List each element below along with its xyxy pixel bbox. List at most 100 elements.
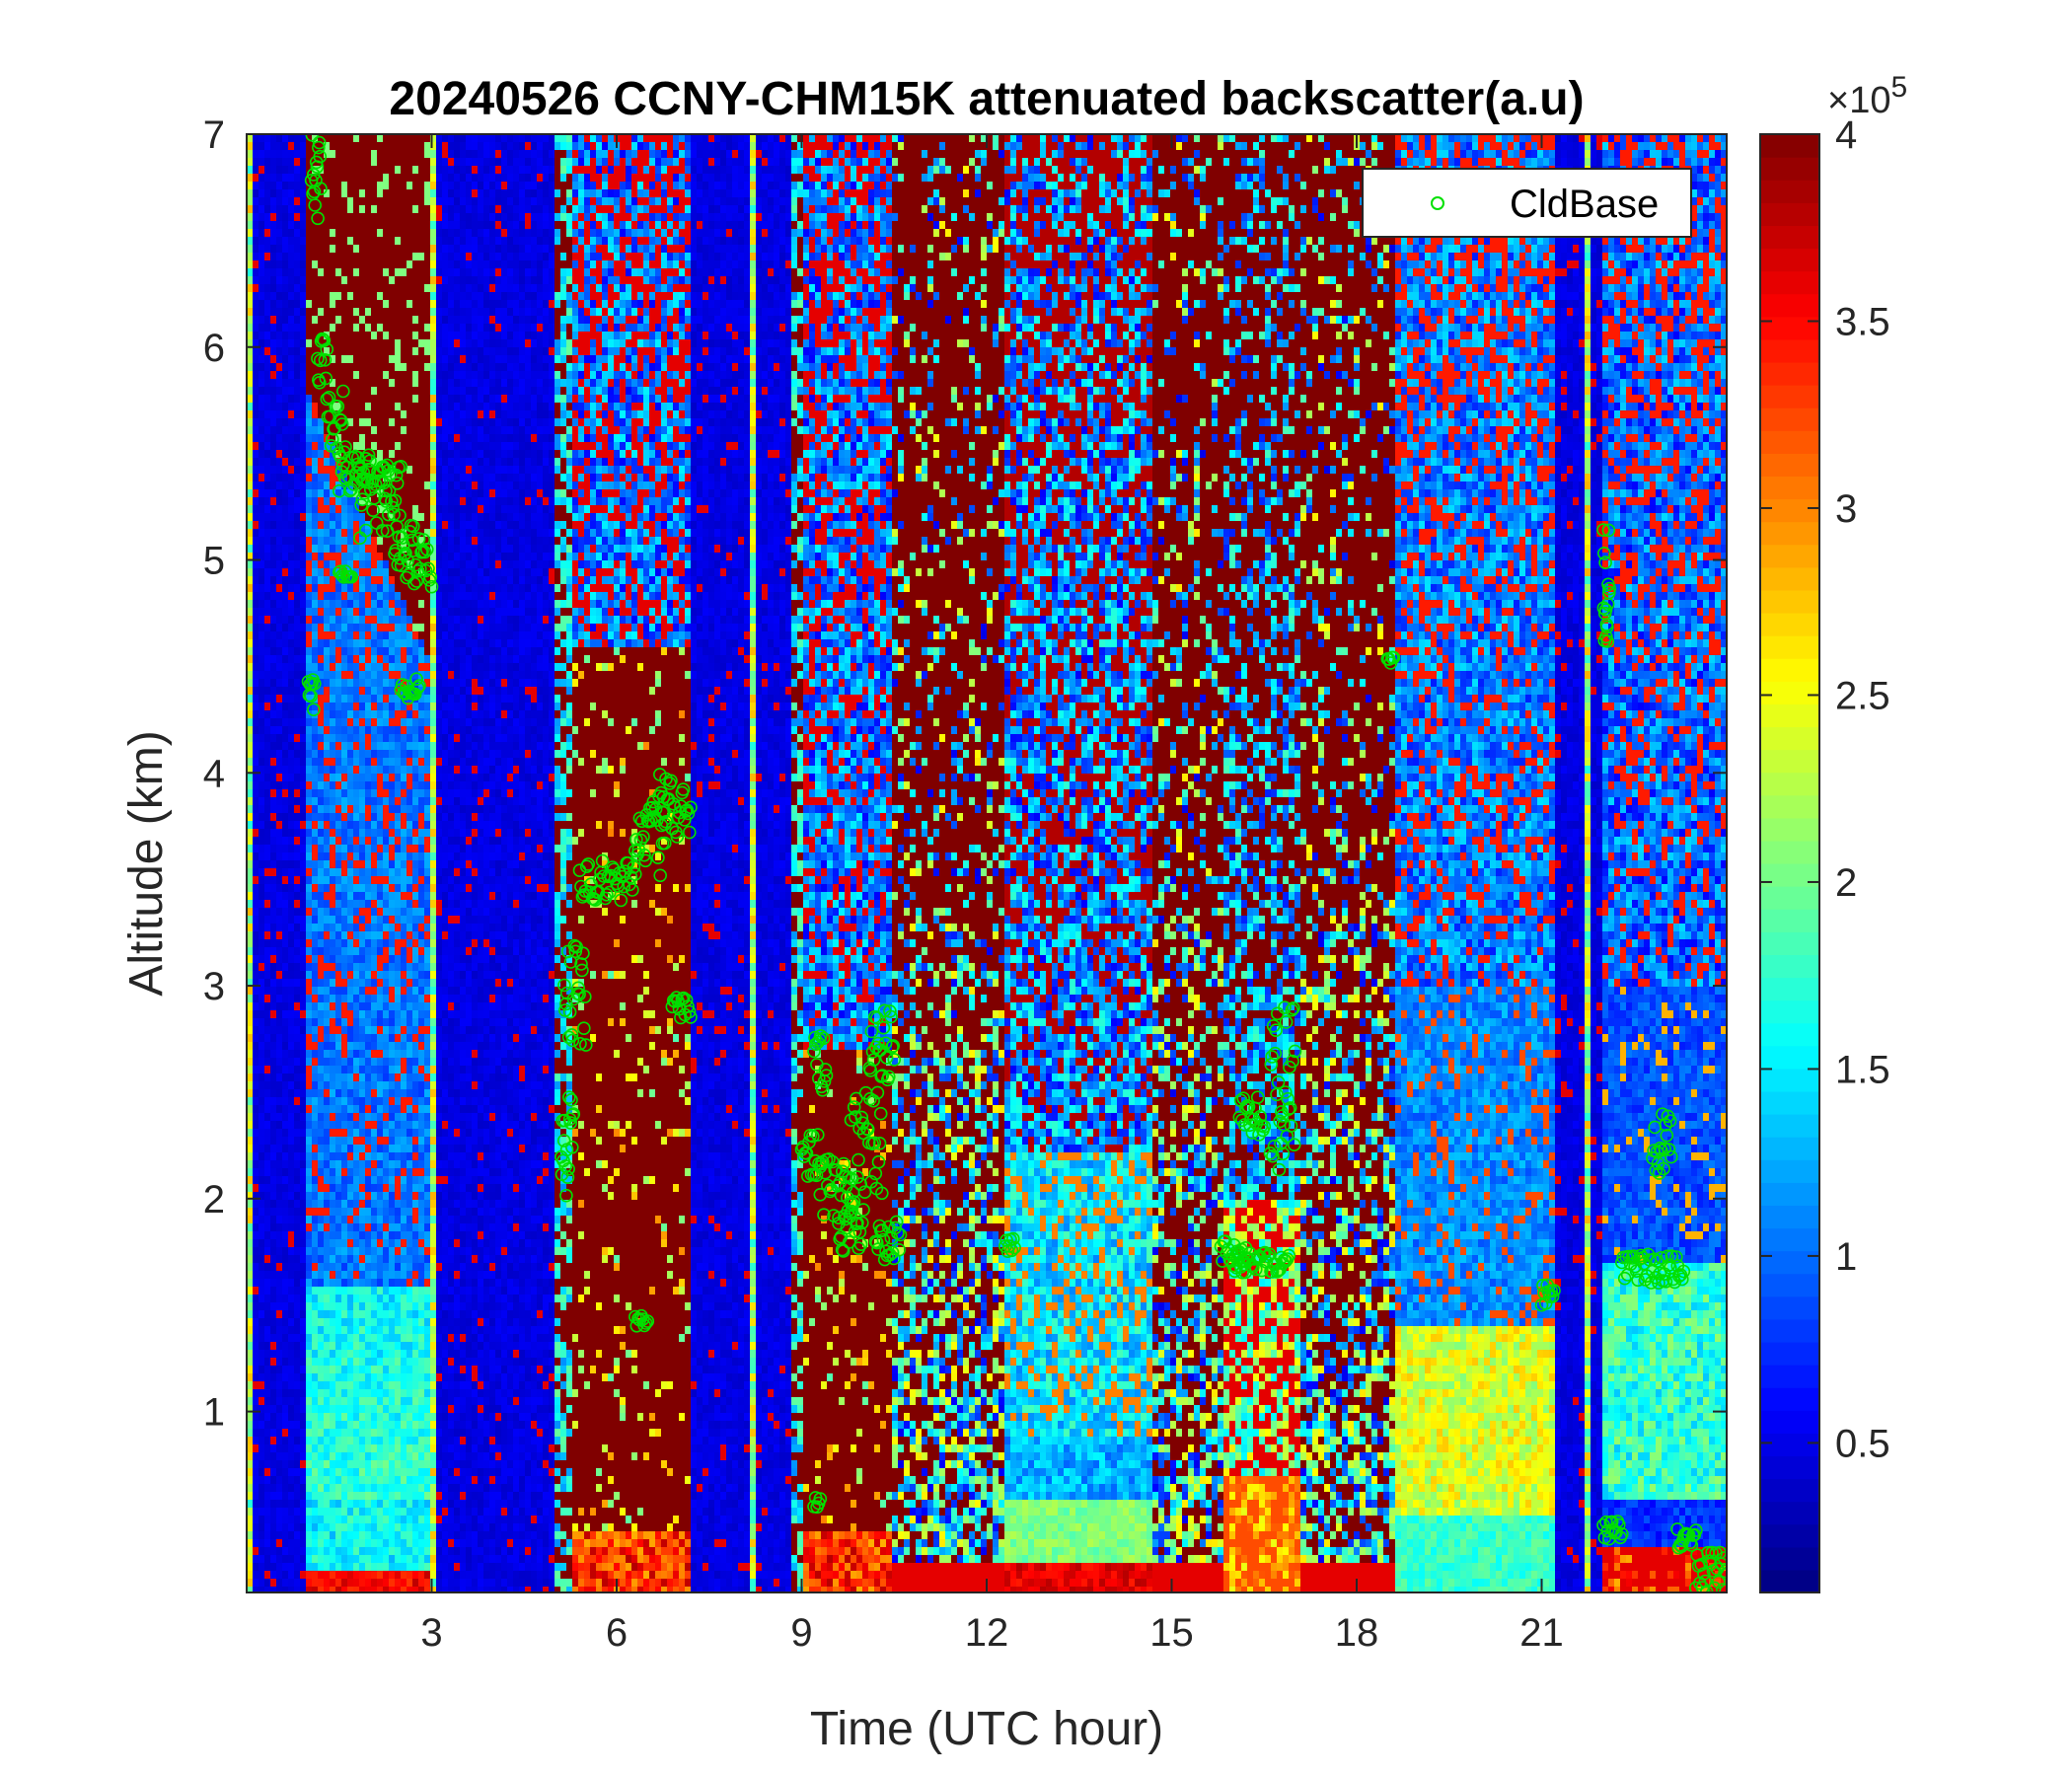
heatmap-cell bbox=[288, 213, 295, 222]
heatmap-cell bbox=[294, 781, 301, 790]
heatmap-cell bbox=[294, 553, 301, 561]
heatmap-cell bbox=[264, 1468, 271, 1477]
heatmap-cell bbox=[306, 1295, 313, 1303]
heatmap-cell bbox=[270, 979, 277, 988]
heatmap-cell bbox=[288, 1255, 295, 1264]
heatmap-cell bbox=[324, 553, 331, 561]
heatmap-cell bbox=[259, 1295, 265, 1303]
heatmap-cell bbox=[264, 308, 271, 317]
heatmap-cell bbox=[259, 1587, 265, 1595]
heatmap-cell bbox=[276, 221, 283, 230]
heatmap-cell bbox=[288, 1042, 295, 1051]
heatmap-cell bbox=[288, 703, 295, 711]
heatmap-cell bbox=[282, 458, 289, 467]
heatmap-cell bbox=[259, 1539, 265, 1548]
heatmap-cell bbox=[324, 1263, 331, 1272]
heatmap-cell bbox=[253, 1460, 259, 1469]
heatmap-cell bbox=[276, 387, 283, 396]
heatmap-cell bbox=[318, 268, 325, 277]
heatmap-cell bbox=[306, 403, 313, 411]
heatmap-cell bbox=[259, 1413, 265, 1422]
heatmap-cell bbox=[294, 742, 301, 751]
heatmap-cell bbox=[335, 174, 342, 183]
heatmap-cell bbox=[276, 837, 283, 846]
heatmap-cell bbox=[288, 1279, 295, 1288]
heatmap-cell bbox=[324, 458, 331, 467]
heatmap-cell bbox=[270, 166, 277, 175]
heatmap-cell bbox=[288, 797, 295, 806]
heatmap-cell bbox=[288, 995, 295, 1003]
heatmap-cell bbox=[288, 1366, 295, 1374]
heatmap-cell bbox=[288, 189, 295, 198]
heatmap-cell bbox=[288, 900, 295, 909]
heatmap-cell bbox=[253, 347, 259, 356]
heatmap-cell bbox=[318, 324, 325, 333]
heatmap-cell bbox=[318, 505, 325, 514]
heatmap-cell bbox=[312, 1295, 319, 1303]
heatmap-cell bbox=[259, 1366, 265, 1374]
heatmap-cell bbox=[294, 758, 301, 767]
heatmap-cell bbox=[318, 237, 325, 246]
heatmap-cell bbox=[300, 395, 307, 404]
heatmap-cell bbox=[259, 1381, 265, 1390]
heatmap-cell bbox=[300, 1176, 307, 1185]
heatmap-cell bbox=[335, 221, 342, 230]
heatmap-cell bbox=[335, 979, 342, 988]
heatmap-cell bbox=[253, 1223, 259, 1232]
heatmap-cell bbox=[324, 876, 331, 885]
heatmap-cell bbox=[270, 1255, 277, 1264]
heatmap-cell bbox=[300, 268, 307, 277]
heatmap-cell bbox=[300, 142, 307, 151]
heatmap-cell bbox=[330, 687, 336, 696]
heatmap-cell bbox=[330, 671, 336, 680]
heatmap-cell bbox=[253, 568, 259, 577]
heatmap-cell bbox=[306, 916, 313, 925]
heatmap-cell bbox=[253, 1444, 259, 1453]
heatmap-cell bbox=[335, 308, 342, 317]
heatmap-cell bbox=[282, 900, 289, 909]
heatmap-cell bbox=[312, 805, 319, 814]
heatmap-cell bbox=[330, 766, 336, 775]
heatmap-cell bbox=[270, 805, 277, 814]
heatmap-cell bbox=[288, 1523, 295, 1532]
heatmap-cell bbox=[335, 995, 342, 1003]
heatmap-cell bbox=[318, 766, 325, 775]
heatmap-cell bbox=[282, 671, 289, 680]
heatmap-cell bbox=[330, 647, 336, 656]
heatmap-cell bbox=[264, 687, 271, 696]
heatmap-cell bbox=[264, 189, 271, 198]
heatmap-cell bbox=[270, 1105, 277, 1114]
heatmap-cell bbox=[312, 639, 319, 648]
heatmap-cell bbox=[312, 1192, 319, 1201]
heatmap-cell bbox=[259, 797, 265, 806]
heatmap-cell bbox=[306, 1097, 313, 1106]
heatmap-cell bbox=[259, 971, 265, 980]
heatmap-cell bbox=[312, 568, 319, 577]
heatmap-cell bbox=[276, 474, 283, 482]
heatmap-cell bbox=[300, 1192, 307, 1201]
heatmap-cell bbox=[282, 971, 289, 980]
heatmap-cell bbox=[306, 1437, 313, 1445]
heatmap-cell bbox=[288, 663, 295, 672]
heatmap-cell bbox=[282, 497, 289, 506]
heatmap-cell bbox=[294, 1279, 301, 1288]
heatmap-cell bbox=[300, 497, 307, 506]
heatmap-cell bbox=[270, 1437, 277, 1445]
heatmap-cell bbox=[312, 995, 319, 1003]
heatmap-cell bbox=[306, 324, 313, 333]
heatmap-cell bbox=[270, 971, 277, 980]
heatmap-cell bbox=[294, 1429, 301, 1438]
heatmap-cell bbox=[300, 592, 307, 601]
heatmap-cell bbox=[300, 371, 307, 380]
heatmap-cell bbox=[318, 1563, 325, 1572]
heatmap-cell bbox=[294, 324, 301, 333]
heatmap-cell bbox=[253, 1152, 259, 1161]
heatmap-cell bbox=[300, 900, 307, 909]
heatmap-cell bbox=[288, 1476, 295, 1485]
heatmap-cell bbox=[335, 963, 342, 972]
heatmap-cell bbox=[276, 497, 283, 506]
heatmap-cell bbox=[318, 1208, 325, 1217]
heatmap-cell bbox=[288, 324, 295, 333]
heatmap-cell bbox=[276, 1034, 283, 1043]
heatmap-cell bbox=[294, 995, 301, 1003]
